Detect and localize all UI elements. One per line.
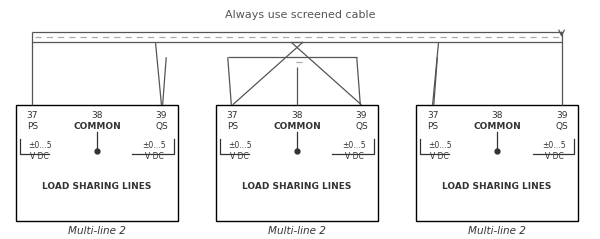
Text: PS: PS — [27, 122, 38, 131]
Text: ±0…5: ±0…5 — [542, 141, 566, 150]
Text: PS: PS — [427, 122, 438, 131]
Text: 37: 37 — [227, 111, 238, 120]
Text: 37: 37 — [427, 111, 439, 120]
Text: LOAD SHARING LINES: LOAD SHARING LINES — [442, 182, 552, 191]
Text: ±0…5: ±0…5 — [228, 141, 251, 150]
Text: Multi-line 2: Multi-line 2 — [268, 226, 326, 236]
Text: V DC: V DC — [430, 152, 449, 161]
Text: ±0…5: ±0…5 — [343, 141, 366, 150]
Text: LOAD SHARING LINES: LOAD SHARING LINES — [42, 182, 152, 191]
Text: ±0…5: ±0…5 — [28, 141, 52, 150]
Text: 38: 38 — [91, 111, 103, 120]
Text: V DC: V DC — [230, 152, 249, 161]
Text: 39: 39 — [155, 111, 167, 120]
Text: COMMON: COMMON — [73, 122, 121, 131]
Text: 37: 37 — [26, 111, 38, 120]
Text: V DC: V DC — [31, 152, 49, 161]
Text: QS: QS — [355, 122, 368, 131]
Text: Multi-line 2: Multi-line 2 — [468, 226, 526, 236]
Bar — [16, 105, 178, 221]
Text: LOAD SHARING LINES: LOAD SHARING LINES — [242, 182, 352, 191]
Text: V DC: V DC — [345, 152, 364, 161]
Text: ±0…5: ±0…5 — [142, 141, 166, 150]
Text: COMMON: COMMON — [273, 122, 321, 131]
Text: V DC: V DC — [145, 152, 164, 161]
Text: 39: 39 — [556, 111, 568, 120]
Text: QS: QS — [555, 122, 568, 131]
Text: Multi-line 2: Multi-line 2 — [68, 226, 126, 236]
Text: V DC: V DC — [545, 152, 564, 161]
Bar — [416, 105, 578, 221]
Text: ±0…5: ±0…5 — [428, 141, 452, 150]
Text: 38: 38 — [491, 111, 503, 120]
Text: COMMON: COMMON — [473, 122, 521, 131]
Text: 39: 39 — [356, 111, 367, 120]
Text: QS: QS — [155, 122, 168, 131]
Text: PS: PS — [227, 122, 238, 131]
Bar — [217, 105, 377, 221]
Text: 38: 38 — [291, 111, 303, 120]
Text: Always use screened cable: Always use screened cable — [225, 10, 375, 20]
